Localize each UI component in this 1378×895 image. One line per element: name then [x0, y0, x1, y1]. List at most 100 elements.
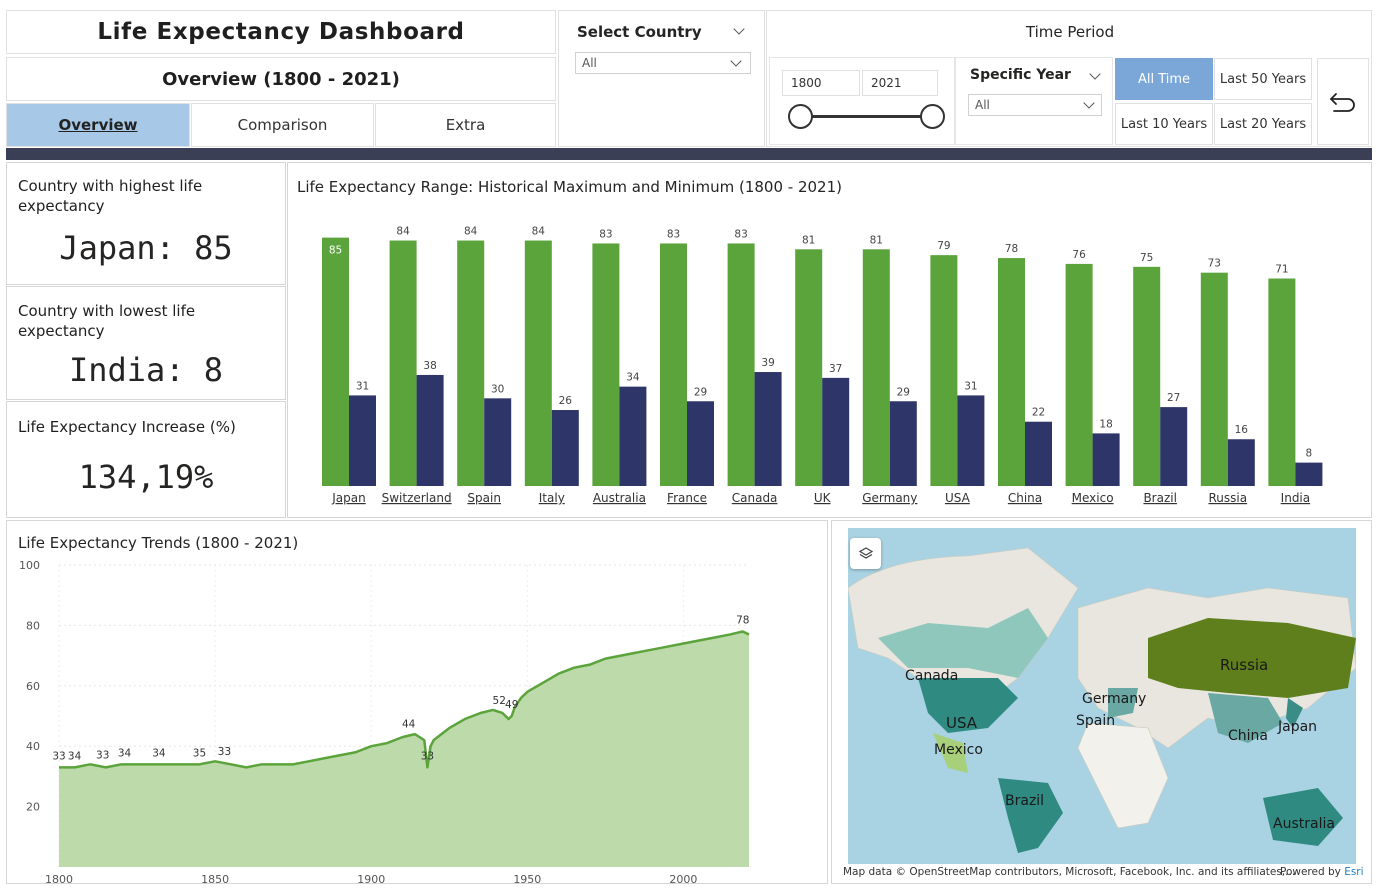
kpi-increase-value: 134,19% [78, 458, 214, 496]
bar-data-label: 39 [761, 357, 774, 369]
bar-min-france[interactable] [687, 401, 714, 486]
bar-min-germany[interactable] [889, 401, 917, 486]
bar-data-label: 84 [396, 226, 410, 238]
range-end-input[interactable]: 2021 [862, 70, 938, 96]
last-50-years-button[interactable]: Last 50 Years [1214, 58, 1312, 100]
bar-min-russia[interactable] [1227, 439, 1255, 486]
last-10-years-button[interactable]: Last 10 Years [1115, 103, 1213, 145]
map-label-china: China [1228, 728, 1268, 744]
tab-comparison[interactable]: Comparison [191, 103, 374, 147]
bar-category-label[interactable]: Japan [331, 491, 365, 505]
header-divider [6, 148, 1372, 160]
bar-category-label[interactable]: Australia [593, 491, 646, 505]
map-label-australia: Australia [1273, 816, 1335, 832]
bar-data-label: 18 [1099, 418, 1112, 430]
bar-data-label: 83 [599, 228, 612, 240]
bar-min-spain[interactable] [484, 398, 512, 486]
bar-min-canada[interactable] [754, 372, 782, 486]
page-subtitle: Overview (1800 - 2021) [6, 57, 556, 101]
last-20-years-button[interactable]: Last 20 Years [1214, 103, 1312, 145]
world-map[interactable]: Canada USA Mexico Brazil Germany Spain R… [848, 528, 1356, 864]
bar-category-label[interactable]: Switzerland [382, 491, 452, 505]
map-label-usa: USA [946, 714, 978, 732]
range-slider-track [800, 115, 932, 118]
bar-data-label: 26 [559, 395, 573, 407]
bar-max-usa[interactable] [930, 255, 958, 486]
kpi-highest-card: Country with highest life expectancy Jap… [6, 162, 286, 285]
bar-min-india[interactable] [1295, 462, 1323, 486]
bar-min-brazil[interactable] [1160, 407, 1188, 486]
map-label-mexico: Mexico [934, 742, 983, 758]
undo-arrow-icon [1330, 92, 1355, 112]
bar-max-uk[interactable] [795, 249, 823, 486]
bar-data-label: 83 [667, 228, 680, 240]
bar-max-russia[interactable] [1200, 272, 1228, 486]
bar-data-label: 30 [491, 383, 504, 395]
y-tick-label: 40 [26, 740, 40, 753]
dashboard-title: Life Expectancy Dashboard [6, 10, 556, 54]
range-slider-start-handle[interactable] [788, 104, 813, 129]
bar-category-label[interactable]: Italy [539, 491, 565, 505]
bar-min-uk[interactable] [822, 377, 850, 486]
country-slicer-label: Select Country [577, 23, 702, 41]
bar-category-label[interactable]: France [667, 491, 707, 505]
year-range-slicer: 1800 2021 [769, 57, 955, 145]
bar-category-label[interactable]: Brazil [1143, 491, 1177, 505]
bar-category-label[interactable]: UK [814, 491, 832, 505]
bar-category-label[interactable]: Germany [862, 491, 917, 505]
tab-extra[interactable]: Extra [375, 103, 556, 147]
bar-category-label[interactable]: Mexico [1072, 491, 1114, 505]
bar-category-label[interactable]: USA [945, 491, 971, 505]
bar-data-label: 81 [870, 234, 883, 246]
map-label-russia: Russia [1220, 656, 1268, 674]
bar-max-china[interactable] [998, 258, 1025, 486]
bar-max-india[interactable] [1268, 278, 1296, 486]
range-start-input[interactable]: 1800 [782, 70, 860, 96]
bar-category-label[interactable]: Canada [732, 491, 778, 505]
bar-min-italy[interactable] [551, 410, 579, 486]
range-bar-chart: 85 31 Japan 84 38 Switzerland 84 30 Spain 84 26 Ita… [322, 226, 1323, 505]
map-label-brazil: Brazil [1005, 793, 1044, 809]
layers-icon [858, 546, 873, 559]
country-dropdown[interactable]: All [575, 52, 751, 74]
map-label-canada: Canada [905, 668, 958, 684]
bar-category-label[interactable]: Spain [467, 491, 501, 505]
trend-data-label: 35 [193, 747, 206, 759]
chevron-down-icon[interactable] [733, 23, 745, 35]
specific-year-label: Specific Year [970, 67, 1071, 83]
bar-min-switzerland[interactable] [416, 374, 444, 486]
bar-max-switzerland[interactable] [389, 240, 417, 486]
bar-max-france[interactable] [660, 243, 687, 486]
x-tick-label: 1900 [357, 873, 385, 883]
bar-max-brazil[interactable] [1133, 266, 1161, 486]
bar-max-canada[interactable] [727, 243, 755, 486]
kpi-lowest-value: India: 8 [68, 351, 224, 389]
bar-max-mexico[interactable] [1065, 263, 1093, 486]
reset-button[interactable] [1317, 58, 1369, 145]
bar-data-label: 76 [1072, 249, 1086, 261]
chevron-down-icon[interactable] [1089, 68, 1101, 80]
bar-min-japan[interactable] [349, 395, 376, 486]
map-layers-button[interactable] [850, 538, 881, 569]
bar-category-label[interactable]: Russia [1208, 491, 1247, 505]
bar-min-usa[interactable] [957, 395, 985, 486]
trend-data-label: 49 [505, 699, 518, 711]
bar-max-spain[interactable] [457, 240, 485, 486]
bar-category-label[interactable]: China [1008, 491, 1042, 505]
trend-line[interactable] [59, 630, 750, 769]
bar-category-label[interactable]: India [1281, 491, 1310, 505]
bar-max-germany[interactable] [862, 249, 890, 486]
bar-min-mexico[interactable] [1092, 433, 1120, 486]
bar-min-china[interactable] [1025, 421, 1052, 486]
all-time-button[interactable]: All Time [1115, 58, 1213, 100]
bar-data-label: 73 [1208, 258, 1221, 270]
range-slider-end-handle[interactable] [920, 104, 945, 129]
bar-max-italy[interactable] [524, 240, 552, 486]
specific-year-dropdown[interactable]: All [968, 94, 1102, 116]
bar-max-australia[interactable] [592, 243, 620, 486]
bar-data-label: 27 [1167, 392, 1180, 404]
bar-min-australia[interactable] [619, 386, 647, 486]
esri-link[interactable]: Esri [1344, 866, 1364, 878]
tab-overview[interactable]: Overview [6, 103, 190, 147]
bar-max-japan[interactable] [322, 237, 349, 486]
